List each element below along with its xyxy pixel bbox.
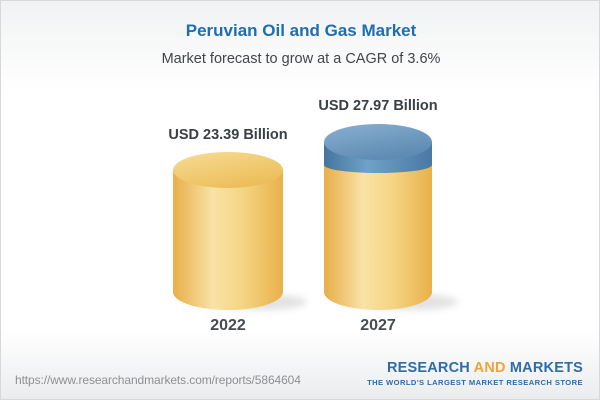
category-label-2022: 2022 (210, 317, 246, 334)
cylinder-2022-body (173, 170, 283, 310)
research-and-markets-logo: RESEARCH AND MARKETS THE WORLD'S LARGEST… (367, 360, 583, 387)
chart-title: Peruvian Oil and Gas Market (185, 21, 417, 40)
logo-word-and: AND (473, 360, 506, 376)
cylinder-2022-top (173, 152, 283, 188)
value-label-2022: USD 23.39 Billion (168, 127, 288, 143)
logo-word-research: RESEARCH (386, 360, 470, 376)
logo-word-markets: MARKETS (509, 360, 583, 376)
cylinder-2027-base-segment (324, 161, 432, 310)
logo-wordmark: RESEARCH AND MARKETS (367, 360, 583, 376)
cylinder-2027-top (324, 124, 432, 160)
logo-tagline: THE WORLD'S LARGEST MARKET RESEARCH STOR… (367, 378, 583, 387)
value-label-2027: USD 27.97 Billion (318, 98, 438, 114)
report-url: https://www.researchandmarkets.com/repor… (15, 373, 301, 387)
category-label-2027: 2027 (360, 317, 396, 334)
chart-subtitle: Market forecast to grow at a CAGR of 3.6… (161, 51, 441, 67)
